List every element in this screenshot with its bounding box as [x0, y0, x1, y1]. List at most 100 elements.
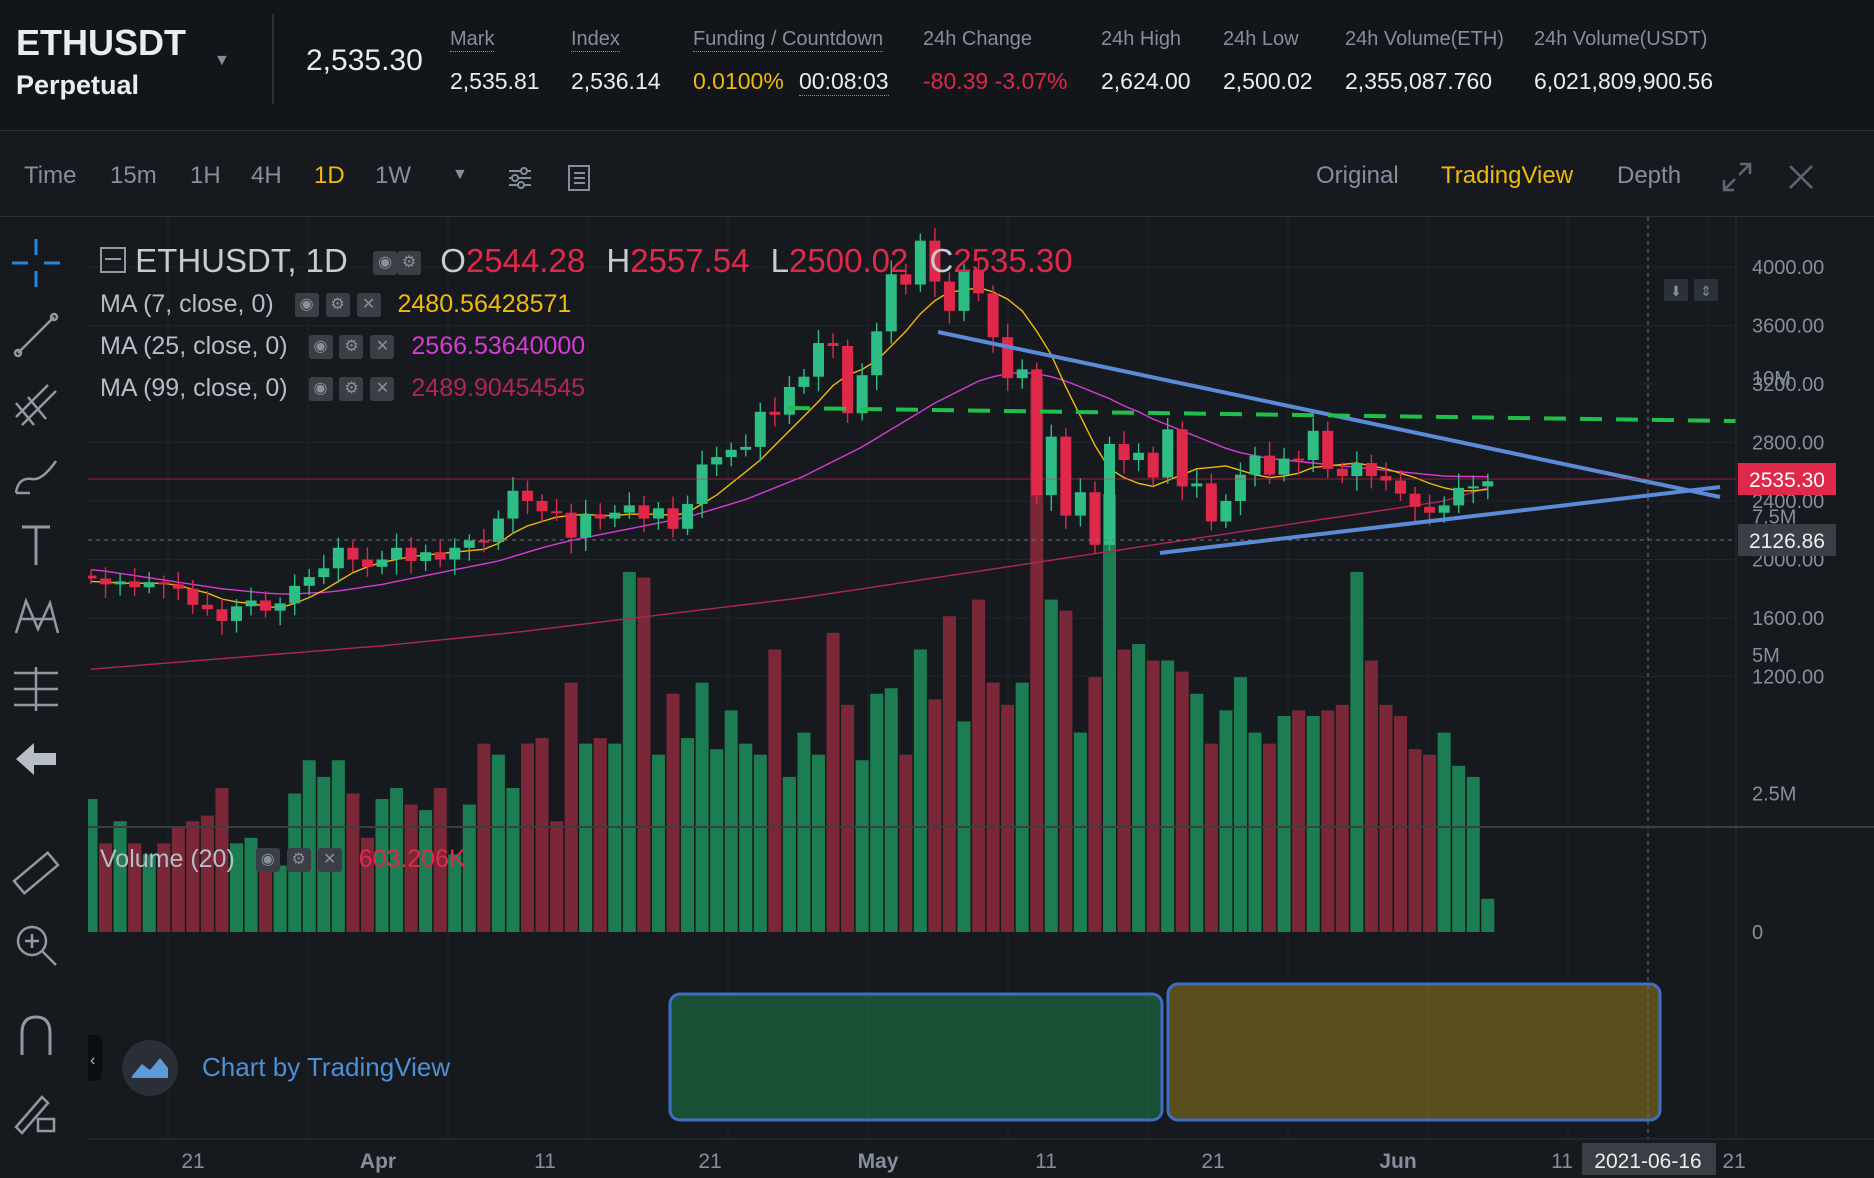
candle-body [754, 411, 766, 447]
volume-bar [360, 837, 374, 932]
volume-bar [972, 599, 986, 932]
volume-axis-label: 7.5M [1752, 507, 1796, 529]
volume-bar [375, 799, 389, 932]
candle-body [623, 505, 635, 513]
cursor-price-tag [1738, 524, 1836, 556]
ma7-controls-icon[interactable]: ◉ ⚙ ✕ [294, 290, 381, 318]
candle-body [1191, 483, 1203, 487]
chart-list-icon[interactable] [566, 163, 592, 193]
volume-bar [1466, 776, 1480, 932]
close-ohlc-value: 2535.30 [953, 242, 1073, 279]
ma99-controls-icon[interactable]: ◉ ⚙ ✕ [308, 374, 395, 402]
support-line [787, 406, 1737, 423]
candle-body [842, 345, 854, 414]
volume-bar [535, 738, 549, 932]
candle-body [914, 240, 926, 285]
candle-body [1133, 452, 1145, 461]
candle-body [420, 552, 432, 561]
time-axis-label: 11 [1035, 1150, 1057, 1173]
brush-icon[interactable] [8, 447, 64, 503]
time-axis-label: 21 [1201, 1150, 1224, 1173]
expand-icon[interactable] [1720, 160, 1754, 194]
close-ohlc-label: C [929, 242, 954, 279]
drawn-trendlines [88, 217, 1737, 1139]
volume-bar [1394, 715, 1407, 932]
zoom-in-icon[interactable] [8, 917, 64, 973]
back-arrow-icon[interactable] [8, 731, 64, 787]
measure-lines-icon[interactable] [8, 661, 64, 717]
candle-body [783, 386, 795, 415]
collapse-panel-button[interactable]: ‹ [88, 1035, 102, 1081]
close-icon[interactable] [1786, 162, 1816, 192]
crosshair-icon[interactable] [8, 235, 64, 291]
pattern-icon[interactable] [8, 589, 64, 645]
symbol-name[interactable]: ETHUSDT [16, 22, 186, 63]
magnet-icon[interactable] [8, 1007, 64, 1063]
symbol-dropdown-icon[interactable]: ▼ [214, 52, 230, 69]
candle-body [158, 582, 170, 585]
price-axis-label: 3200.00 [1752, 374, 1824, 396]
tradingview-watermark[interactable]: Chart by TradingView [120, 1038, 500, 1098]
candle-body [1002, 337, 1014, 379]
high-label: 24h High [1101, 28, 1182, 50]
volume-bar [593, 738, 607, 932]
text-tool-icon[interactable] [8, 517, 64, 573]
last-price-tag-text: 2535.30 [1749, 469, 1825, 492]
price-chart[interactable]: 4400.00 4000.00 3600.00 3200.00 2800.00 2400.… [88, 217, 1874, 1178]
interval-1h[interactable]: 1H [190, 162, 221, 189]
volume-highlight-zones [668, 982, 1662, 1122]
volume-bar [1190, 693, 1204, 932]
pitchfork-icon[interactable] [8, 377, 64, 433]
time-axis-label: Jun [1379, 1150, 1416, 1173]
view-tradingview[interactable]: TradingView [1441, 162, 1574, 189]
more-intervals-icon[interactable]: ▼ [452, 166, 468, 183]
candle-body [507, 490, 519, 519]
trend-line-icon[interactable] [8, 307, 64, 363]
collapse-legend-icon[interactable] [100, 247, 126, 273]
ruler-icon[interactable] [8, 845, 64, 901]
volume-controls-icon[interactable]: ◉ ⚙ ✕ [255, 845, 342, 873]
price-axis-label: 4000.00 [1752, 257, 1824, 279]
volume-bar [797, 732, 811, 932]
volume-bar [812, 754, 825, 932]
volume-bar [1030, 378, 1044, 932]
volume-usdt-value: 6,021,809,900.56 [1534, 68, 1714, 94]
candle-body [551, 511, 563, 514]
interval-1w[interactable]: 1W [375, 162, 411, 189]
candle-body [856, 375, 868, 414]
ma25-controls-icon[interactable]: ◉ ⚙ ✕ [308, 332, 395, 360]
volume-bar [1408, 749, 1422, 932]
volume-bar [1423, 754, 1437, 932]
candle-body [187, 588, 199, 605]
view-depth[interactable]: Depth [1617, 162, 1682, 189]
volume-bar [651, 754, 665, 932]
volume-bar [768, 649, 782, 932]
contract-type[interactable]: Perpetual [16, 70, 140, 100]
lower-trendline [1159, 485, 1721, 555]
candle-body [318, 568, 330, 578]
indicator-settings-icon[interactable] [506, 164, 534, 192]
view-original[interactable]: Original [1316, 162, 1399, 189]
lock-drawings-icon[interactable] [8, 1083, 64, 1139]
candle-body [1278, 458, 1290, 475]
candle-body [1322, 430, 1334, 469]
candle-body [231, 606, 242, 621]
scroll-buttons[interactable]: ⬇ ⇕ [1664, 279, 1718, 301]
volume-bar [782, 776, 796, 932]
candle-body [813, 343, 824, 377]
candle-body [1118, 443, 1130, 461]
legend-visibility-icon[interactable]: ◉ ⚙ [373, 242, 422, 279]
volume-bar [1306, 715, 1320, 932]
candle-body [929, 240, 941, 282]
interval-time[interactable]: Time [24, 162, 77, 189]
legend-ma7: MA (7, close, 0) ◉ ⚙ ✕ 2480.56428571 [100, 290, 571, 319]
time-axis-label: 21 [1722, 1150, 1745, 1173]
candle-body [88, 575, 97, 579]
volume-bar [913, 649, 927, 932]
interval-4h[interactable]: 4H [251, 162, 282, 189]
interval-15m[interactable]: 15m [110, 162, 157, 189]
volume-axis-label: 5M [1752, 645, 1780, 667]
interval-1d[interactable]: 1D [314, 162, 345, 189]
candle-body [609, 512, 621, 519]
candle-body [1045, 436, 1057, 496]
